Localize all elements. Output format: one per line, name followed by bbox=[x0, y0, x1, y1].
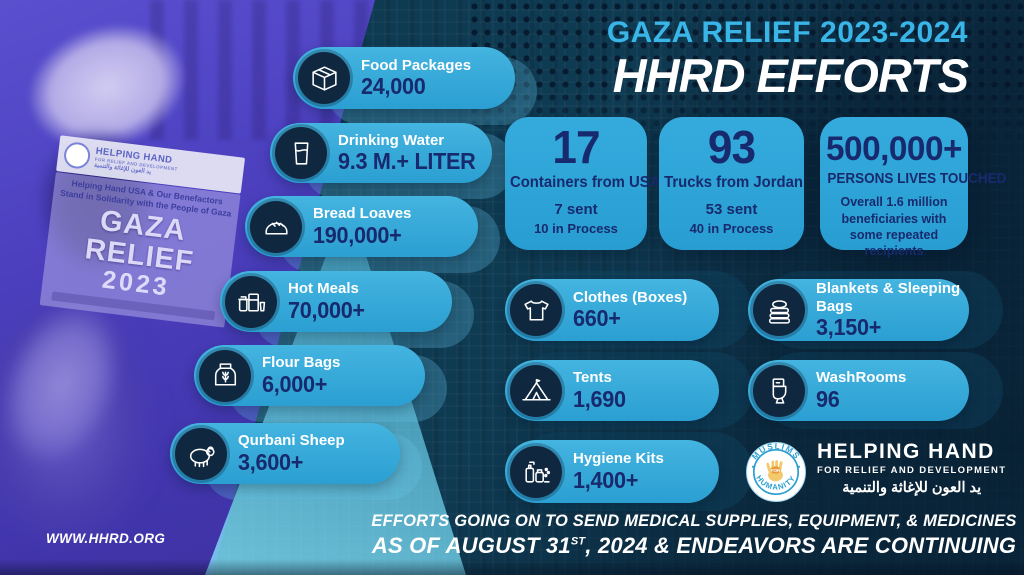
card-trucks-from-jordan: 93 Trucks from Jordan 53 sent 40 in Proc… bbox=[659, 117, 804, 250]
stat-label: Hygiene Kits bbox=[573, 450, 664, 468]
tshirt-icon bbox=[510, 284, 562, 336]
card-label: Containers from USA bbox=[509, 173, 661, 191]
stat-value: 3,150+ bbox=[816, 313, 882, 340]
logo-org-arabic: يد العون للإغاثة والتنمية bbox=[842, 480, 982, 496]
stat-pill-flour-bags: Flour Bags 6,000+ bbox=[194, 345, 447, 422]
logo-center-text: FOR bbox=[770, 468, 781, 474]
card-label: PERSONS LIVES TOUCHED bbox=[827, 170, 1007, 188]
headline-hhrd-efforts: HHRD EFFORTS bbox=[612, 49, 969, 102]
logo-hand-graphic: FOR bbox=[766, 460, 783, 482]
stat-label: Flour Bags bbox=[262, 354, 341, 372]
card-sent: 7 sent bbox=[554, 200, 598, 218]
water-glass-icon bbox=[275, 127, 327, 179]
poster-footnote-bar bbox=[51, 290, 216, 320]
food-box-icon bbox=[298, 52, 350, 104]
card-number: 93 bbox=[707, 121, 756, 173]
poster-header: HELPING HAND FOR RELIEF AND DEVELOPMENT … bbox=[56, 135, 246, 194]
card-label: Trucks from Jordan bbox=[664, 173, 803, 191]
footer-line2: AS OF AUGUST 31ST, 2024 & ENDEAVORS ARE … bbox=[371, 533, 1017, 558]
hot-meals-icon bbox=[225, 275, 277, 328]
stat-label: Food Packages bbox=[361, 56, 472, 74]
card-containers-from-usa: 17 Containers from USA 7 sent 10 in Proc… bbox=[505, 117, 661, 250]
stat-label: WashRooms bbox=[816, 369, 907, 387]
logo-org-name: HELPING HAND bbox=[817, 440, 995, 463]
photo-person-arm bbox=[0, 288, 161, 553]
poster-line2: Stand in Solidarity with the People of G… bbox=[59, 187, 232, 219]
poster-line1: Helping Hand USA & Our Benefactors bbox=[70, 178, 224, 207]
stat-label: Bread Loaves bbox=[313, 205, 412, 223]
card-note: Overall 1.6 million beneficiaries with s… bbox=[840, 195, 948, 259]
tent-icon bbox=[510, 364, 562, 417]
stat-pill-tents: Tents 1,690 bbox=[505, 352, 753, 429]
stat-label: Drinking Water bbox=[338, 131, 445, 149]
hygiene-bottles-icon bbox=[510, 445, 562, 498]
poster-brand: HELPING HAND bbox=[95, 145, 173, 166]
stat-value: 96 bbox=[816, 385, 840, 412]
stat-value: 24,000 bbox=[361, 73, 426, 100]
card-number: 17 bbox=[552, 121, 600, 173]
card-in-process: 40 in Process bbox=[689, 220, 774, 236]
photo-person-hand bbox=[0, 284, 145, 484]
stat-label: Hot Meals bbox=[288, 280, 359, 298]
photo-person-face bbox=[36, 126, 158, 278]
stat-value: 190,000+ bbox=[313, 221, 402, 248]
photo-person-cap bbox=[11, 3, 203, 171]
gaza-relief-poster: HELPING HAND FOR RELIEF AND DEVELOPMENT … bbox=[39, 135, 246, 328]
poster-year: 2023 bbox=[100, 265, 172, 302]
headline: GAZA RELIEF 2023-2024 HHRD EFFORTS bbox=[606, 16, 969, 102]
stat-pill-drinking-water: Drinking Water 9.3 M.+ LITER bbox=[270, 123, 514, 199]
stat-pill-bread-loaves: Bread Loaves 190,000+ bbox=[245, 196, 500, 273]
flour-bag-icon bbox=[199, 349, 251, 402]
poster-brand-subtitle: FOR RELIEF AND DEVELOPMENT bbox=[94, 156, 178, 173]
stat-value: 6,000+ bbox=[262, 370, 328, 397]
stat-value: 70,000+ bbox=[288, 296, 365, 323]
toilet-icon bbox=[753, 364, 805, 417]
stat-pill-blankets-sleeping-bags: Blankets & Sleeping Bags 3,150+ bbox=[748, 271, 1003, 349]
card-sent: 53 sent bbox=[705, 200, 758, 218]
sheep-icon bbox=[175, 427, 227, 480]
stat-label: Tents bbox=[573, 369, 612, 387]
stat-label: Clothes (Boxes) bbox=[573, 288, 688, 306]
stat-pill-food-packages: Food Packages 24,000 bbox=[293, 47, 537, 125]
stat-pill-hot-meals: Hot Meals 70,000+ bbox=[220, 271, 474, 348]
stat-value: 9.3 M.+ LITER bbox=[338, 148, 476, 175]
blankets-icon bbox=[753, 284, 805, 336]
stat-value: 3,600+ bbox=[238, 448, 304, 475]
footer-banner: EFFORTS GOING ON TO SEND MEDICAL SUPPLIE… bbox=[366, 512, 1022, 559]
stat-pill-qurbani-sheep: Qurbani Sheep 3,600+ bbox=[170, 423, 422, 500]
hhrd-logo: MUSLIMS HUMANITY FOR HELPING HAND FOR RE… bbox=[745, 441, 1006, 503]
stat-value: 1,400+ bbox=[573, 466, 639, 493]
card-number: 500,000+ bbox=[825, 130, 962, 168]
stat-value: 660+ bbox=[573, 305, 621, 332]
poster-logo-icon bbox=[62, 140, 92, 170]
logo-org-subtitle: FOR RELIEF AND DEVELOPMENT bbox=[817, 465, 1007, 476]
footer-superscript: ST bbox=[570, 535, 586, 548]
headline-gaza-relief: GAZA RELIEF 2023-2024 bbox=[606, 16, 968, 49]
stat-label: Qurbani Sheep bbox=[238, 432, 345, 450]
stat-pill-washrooms: WashRooms 96 bbox=[748, 352, 1003, 429]
poster-title: GAZA RELIEF bbox=[83, 204, 196, 278]
stat-value: 1,690 bbox=[573, 385, 626, 412]
footer-line1: EFFORTS GOING ON TO SEND MEDICAL SUPPLIE… bbox=[371, 512, 1017, 530]
stat-label: Blankets & Sleeping Bags bbox=[816, 280, 961, 315]
bottom-vignette bbox=[0, 559, 1024, 575]
poster-body: Helping Hand USA & Our Benefactors Stand… bbox=[39, 171, 241, 328]
stat-pill-clothes-boxes: Clothes (Boxes) 660+ bbox=[505, 271, 753, 349]
website-url[interactable]: WWW.HHRD.ORG bbox=[46, 531, 166, 546]
card-persons-lives-touched: 500,000+ PERSONS LIVES TOUCHED Overall 1… bbox=[820, 117, 1007, 258]
poster-brand-arabic: يد العون للإغاثة والتنمية bbox=[93, 162, 152, 176]
card-in-process: 10 in Process bbox=[534, 220, 618, 236]
stat-pill-hygiene-kits: Hygiene Kits 1,400+ bbox=[505, 432, 753, 511]
bread-icon bbox=[250, 200, 302, 253]
hhrd-logo-badge: MUSLIMS HUMANITY FOR bbox=[746, 442, 806, 502]
